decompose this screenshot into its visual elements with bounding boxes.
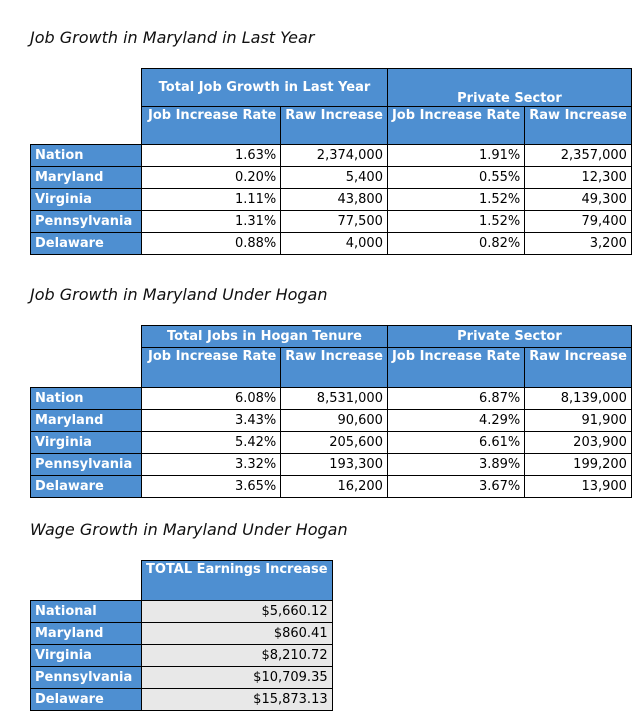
cell-rate: 3.89%	[386, 453, 526, 476]
cell-raw: 2,357,000	[524, 144, 632, 167]
section-title-wage-growth: Wage Growth in Maryland Under Hogan	[30, 520, 348, 539]
col-header-total-earnings: TOTAL Earnings Increase	[141, 560, 333, 601]
table-row: Pennsylvania 3.32% 193,300 3.89% 199,200	[30, 453, 632, 476]
cell-raw: 91,900	[524, 409, 632, 432]
table-row: Virginia 1.11% 43,800 1.52% 49,300	[30, 188, 632, 211]
row-label: National	[30, 600, 142, 623]
cell-earnings: $10,709.35	[141, 666, 333, 689]
cell-raw: 8,139,000	[524, 387, 632, 410]
col-header-raw: Raw Increase	[280, 106, 388, 145]
wage-growth-table: TOTAL Earnings Increase National $5,660.…	[30, 560, 333, 711]
cell-rate: 1.52%	[386, 188, 526, 211]
cell-rate: 6.08%	[140, 387, 282, 410]
cell-raw: 203,900	[524, 431, 632, 454]
col-header-rate: Job Increase Rate	[140, 347, 282, 388]
table-row: Nation 6.08% 8,531,000 6.87% 8,139,000	[30, 387, 632, 410]
cell-rate: 3.32%	[140, 453, 282, 476]
job-growth-last-year-table: Total Job Growth in Last Year Private Se…	[30, 68, 632, 255]
cell-earnings: $5,660.12	[141, 600, 333, 623]
row-label: Maryland	[30, 409, 142, 432]
cell-rate: 3.43%	[140, 409, 282, 432]
corner-blank	[31, 561, 142, 601]
cell-rate: 3.65%	[140, 475, 282, 498]
col-header-raw: Raw Increase	[524, 347, 632, 388]
group-header-total: Total Job Growth in Last Year	[141, 68, 388, 107]
row-label: Pennsylvania	[30, 210, 142, 233]
cell-raw: 12,300	[524, 166, 632, 189]
job-growth-under-hogan-table: Total Jobs in Hogan Tenure Private Secto…	[30, 325, 632, 498]
cell-raw: 8,531,000	[280, 387, 388, 410]
row-label: Maryland	[30, 622, 142, 645]
cell-raw: 4,000	[280, 232, 388, 255]
cell-raw: 49,300	[524, 188, 632, 211]
col-header-rate: Job Increase Rate	[140, 106, 282, 145]
row-label: Pennsylvania	[30, 453, 142, 476]
cell-raw: 3,200	[524, 232, 632, 255]
cell-raw: 205,600	[280, 431, 388, 454]
cell-rate: 0.82%	[386, 232, 526, 255]
table-row: Pennsylvania $10,709.35	[30, 666, 333, 689]
cell-raw: 43,800	[280, 188, 388, 211]
cell-rate: 0.88%	[140, 232, 282, 255]
table-row: National $5,660.12	[30, 600, 333, 623]
table-row: Maryland 3.43% 90,600 4.29% 91,900	[30, 409, 632, 432]
cell-raw: 199,200	[524, 453, 632, 476]
table-row: Maryland $860.41	[30, 622, 333, 645]
cell-earnings: $860.41	[141, 622, 333, 645]
group-header-private: Private Sector	[386, 325, 632, 348]
row-label: Virginia	[30, 188, 142, 211]
row-label: Delaware	[30, 688, 142, 711]
cell-rate: 1.91%	[386, 144, 526, 167]
section-title-under-hogan: Job Growth in Maryland Under Hogan	[30, 285, 328, 304]
table-row: Pennsylvania 1.31% 77,500 1.52% 79,400	[30, 210, 632, 233]
corner-blank	[31, 69, 142, 107]
row-label: Delaware	[30, 475, 142, 498]
table-row: Virginia $8,210.72	[30, 644, 333, 667]
cell-rate: 1.11%	[140, 188, 282, 211]
row-label: Maryland	[30, 166, 142, 189]
cell-raw: 79,400	[524, 210, 632, 233]
row-label: Virginia	[30, 644, 142, 667]
col-header-rate: Job Increase Rate	[386, 347, 526, 388]
cell-raw: 90,600	[280, 409, 388, 432]
section-title-last-year: Job Growth in Maryland in Last Year	[30, 28, 315, 47]
corner-blank	[31, 326, 142, 348]
col-header-raw: Raw Increase	[524, 106, 632, 145]
row-label: Virginia	[30, 431, 142, 454]
cell-raw: 77,500	[280, 210, 388, 233]
cell-raw: 13,900	[524, 475, 632, 498]
cell-rate: 4.29%	[386, 409, 526, 432]
table-row: Delaware 3.65% 16,200 3.67% 13,900	[30, 475, 632, 498]
cell-raw: 2,374,000	[280, 144, 388, 167]
cell-rate: 6.61%	[386, 431, 526, 454]
cell-rate: 0.55%	[386, 166, 526, 189]
table-row: Nation 1.63% 2,374,000 1.91% 2,357,000	[30, 144, 632, 167]
cell-raw: 16,200	[280, 475, 388, 498]
cell-earnings: $15,873.13	[141, 688, 333, 711]
corner-blank	[31, 107, 142, 145]
col-header-raw: Raw Increase	[280, 347, 388, 388]
table-row: Delaware $15,873.13	[30, 688, 333, 711]
corner-blank	[31, 348, 142, 388]
group-header-hogan-tenure: Total Jobs in Hogan Tenure	[141, 325, 388, 348]
row-label: Delaware	[30, 232, 142, 255]
cell-raw: 5,400	[280, 166, 388, 189]
cell-rate: 3.67%	[386, 475, 526, 498]
cell-earnings: $8,210.72	[141, 644, 333, 667]
cell-rate: 1.63%	[140, 144, 282, 167]
table-row: Delaware 0.88% 4,000 0.82% 3,200	[30, 232, 632, 255]
cell-rate: 1.31%	[140, 210, 282, 233]
table-row: Maryland 0.20% 5,400 0.55% 12,300	[30, 166, 632, 189]
row-label: Nation	[30, 144, 142, 167]
cell-rate: 5.42%	[140, 431, 282, 454]
group-header-private: Private Sector	[386, 68, 632, 107]
col-header-rate: Job Increase Rate	[386, 106, 526, 145]
table-row: Virginia 5.42% 205,600 6.61% 203,900	[30, 431, 632, 454]
cell-raw: 193,300	[280, 453, 388, 476]
cell-rate: 0.20%	[140, 166, 282, 189]
cell-rate: 1.52%	[386, 210, 526, 233]
row-label: Pennsylvania	[30, 666, 142, 689]
row-label: Nation	[30, 387, 142, 410]
cell-rate: 6.87%	[386, 387, 526, 410]
